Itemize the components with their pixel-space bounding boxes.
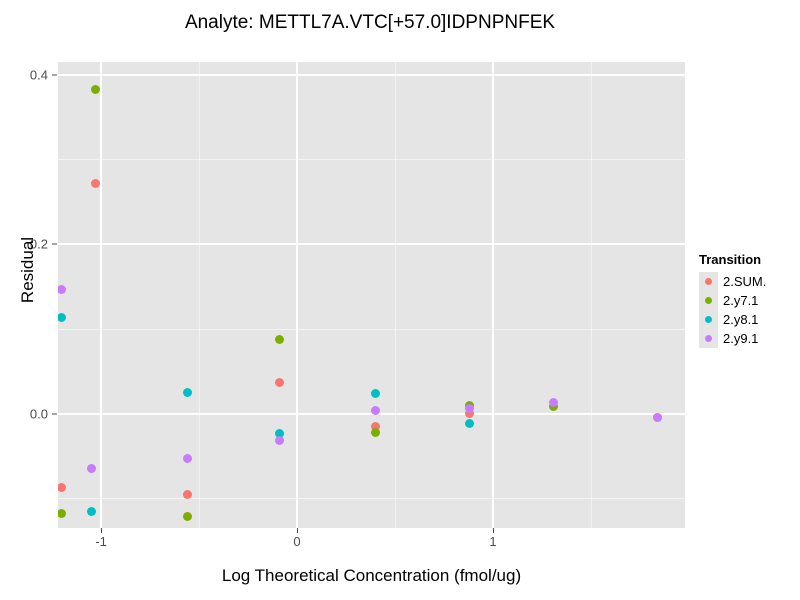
gridline-major-horizontal (58, 243, 685, 246)
data-point (274, 436, 284, 446)
data-point (464, 404, 474, 414)
data-point (90, 178, 100, 188)
data-point (58, 284, 67, 294)
y-axis-title: Residual (18, 236, 37, 304)
legend-item-label: 2.y9.1 (723, 331, 759, 346)
data-point (370, 388, 380, 398)
legend-title: Transition (699, 252, 762, 267)
data-point (182, 512, 192, 522)
gridline-major-vertical (491, 62, 494, 528)
data-point (182, 489, 192, 499)
data-point (464, 409, 474, 419)
data-point (370, 427, 380, 437)
legend-item-2-sum[interactable]: 2.SUM. (699, 272, 766, 291)
legend-item-2-y9-1[interactable]: 2.y9.1 (699, 329, 766, 348)
x-tick-label: 1 (489, 534, 497, 549)
y-tick-mark (52, 74, 57, 76)
legend-dot-icon (705, 335, 712, 342)
legend-item-label: 2.SUM. (723, 274, 767, 289)
data-point (182, 387, 192, 397)
data-point (549, 398, 559, 408)
gridline-minor-horizontal (58, 328, 685, 330)
x-tick-mark (297, 528, 299, 533)
data-point (86, 464, 96, 474)
legend-item-label: 2.y7.1 (723, 293, 759, 308)
data-point (90, 84, 100, 94)
y-tick-label: 0.0 (29, 406, 48, 422)
data-point (274, 377, 284, 387)
legend: Transition 2.SUM. 2.y7.1 2.y8.1 2.y9.1 (699, 252, 766, 348)
legend-key-swatch (699, 310, 718, 329)
data-point (653, 412, 663, 422)
gridline-minor-vertical (395, 62, 396, 528)
legend-dot-icon (705, 297, 712, 304)
legend-item-list: 2.SUM. 2.y7.1 2.y8.1 2.y9.1 (699, 272, 766, 348)
legend-item-label: 2.y8.1 (723, 312, 759, 327)
data-point (370, 405, 380, 415)
y-tick-mark (52, 243, 57, 245)
legend-key-swatch (699, 272, 718, 291)
data-point (464, 419, 474, 429)
y-tick-label: 0.2 (29, 236, 48, 252)
data-point (274, 335, 284, 345)
data-point (58, 509, 67, 519)
x-tick-mark (101, 528, 103, 533)
data-point (370, 421, 380, 431)
data-point (58, 313, 67, 323)
gridline-major-horizontal (58, 73, 685, 76)
y-tick-mark (52, 413, 57, 415)
legend-item-2-y8-1[interactable]: 2.y8.1 (699, 310, 766, 329)
legend-key-swatch (699, 291, 718, 310)
x-axis-title: Log Theoretical Concentration (fmol/ug) (221, 566, 522, 585)
data-point (86, 506, 96, 516)
y-tick-label: 0.4 (29, 67, 48, 83)
data-point (58, 482, 67, 492)
legend-dot-icon (705, 316, 712, 323)
legend-item-2-y7-1[interactable]: 2.y7.1 (699, 291, 766, 310)
gridline-minor-vertical (199, 62, 201, 528)
gridline-minor-horizontal (58, 159, 685, 161)
gridline-minor-vertical (590, 62, 592, 528)
gridline-major-vertical (100, 62, 103, 528)
x-tick-label: 0 (293, 534, 301, 549)
gridline-major-vertical (296, 62, 299, 528)
plot-panel (58, 62, 685, 528)
gridline-minor-horizontal (58, 498, 685, 500)
data-point (182, 454, 192, 464)
legend-key-swatch (699, 329, 718, 348)
legend-dot-icon (705, 278, 712, 285)
x-tick-label: -1 (95, 534, 107, 549)
data-point (274, 428, 284, 438)
x-tick-mark (492, 528, 494, 533)
chart-title: Analyte: METTL7A.VTC[+57.0]IDPNPNFEK (184, 12, 556, 33)
